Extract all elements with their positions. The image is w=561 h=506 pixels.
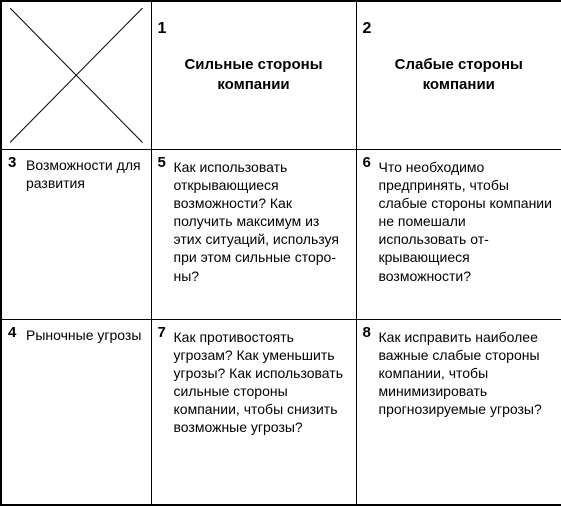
cell-number: 4 bbox=[8, 324, 16, 341]
cell-text: Как использовать открывающиеся возможнос… bbox=[174, 158, 348, 285]
cell-text: Сильные стороны компании bbox=[160, 8, 348, 143]
swot-matrix: 1 Сильные стороны компании 2 Слабые стор… bbox=[0, 0, 561, 506]
empty-cross-cell bbox=[1, 1, 151, 149]
col-header-strengths: 1 Сильные стороны компании bbox=[151, 1, 356, 149]
row-header-threats: 4 Рыночные угрозы bbox=[1, 319, 151, 505]
cell-text: Рыночные угрозы bbox=[26, 326, 143, 344]
cell-wo: 6 Что необходимо предпринять, чтобы слаб… bbox=[356, 149, 561, 319]
cell-number: 7 bbox=[158, 324, 166, 341]
row-header-opportunities: 3 Возможности для развития bbox=[1, 149, 151, 319]
cell-number: 1 bbox=[158, 20, 167, 38]
cell-text: Возможности для развития bbox=[26, 156, 143, 192]
cell-st: 7 Как противосто­ять угрозам? Как уменьш… bbox=[151, 319, 356, 505]
cell-number: 8 bbox=[363, 324, 371, 341]
cell-text: Что необходимо предпринять, чтобы слабые… bbox=[379, 158, 554, 285]
cell-wt: 8 Как исправить наиболее важ­ные слабые … bbox=[356, 319, 561, 505]
cell-text: Как исправить наиболее важ­ные слабые ст… bbox=[379, 328, 554, 419]
cell-number: 3 bbox=[8, 154, 16, 171]
cell-number: 5 bbox=[158, 154, 166, 171]
cell-number: 2 bbox=[363, 20, 372, 38]
cell-so: 5 Как использовать открывающиеся возможн… bbox=[151, 149, 356, 319]
col-header-weaknesses: 2 Слабые стороны компании bbox=[356, 1, 561, 149]
cell-number: 6 bbox=[363, 154, 371, 171]
cell-text: Как противосто­ять угрозам? Как уменьшит… bbox=[174, 328, 348, 437]
cross-icon bbox=[10, 8, 143, 143]
cell-text: Слабые стороны компании bbox=[365, 8, 554, 143]
